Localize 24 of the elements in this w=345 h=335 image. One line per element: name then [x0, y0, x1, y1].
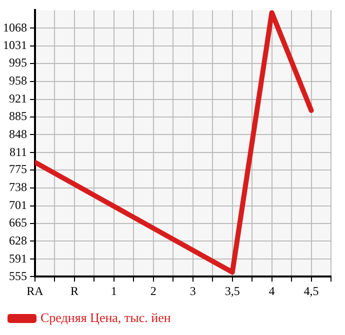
x-tick-label: R	[70, 284, 78, 298]
x-tick-label: 3	[190, 284, 196, 298]
y-tick-label: 958	[9, 74, 27, 88]
y-tick-label: 885	[9, 108, 27, 123]
x-tick-label: 4,5	[304, 284, 319, 298]
x-tick-label: 1	[110, 284, 117, 298]
y-tick-label: 921	[9, 91, 27, 106]
x-tick-label: 3,5	[224, 284, 240, 298]
x-tick-label: 4	[268, 284, 275, 298]
y-tick-label: 628	[9, 233, 27, 248]
y-tick-label: 665	[9, 215, 27, 230]
y-tick-label: 1068	[3, 20, 27, 34]
y-tick-label: 555	[9, 268, 27, 283]
x-tick-label: RA	[26, 284, 44, 298]
x-tick-label: 2	[150, 284, 156, 298]
y-tick-label: 995	[9, 56, 27, 70]
y-tick-label: 1031	[3, 38, 27, 52]
y-tick-label: 811	[9, 144, 27, 159]
y-tick-label: 775	[9, 162, 27, 176]
y-tick-label: 591	[9, 251, 27, 266]
y-tick-label: 738	[9, 180, 27, 194]
y-tick-label: 701	[9, 198, 27, 212]
y-tick-label: 848	[9, 126, 27, 141]
legend-label: Средняя Цена, тыс. йен	[40, 310, 171, 325]
